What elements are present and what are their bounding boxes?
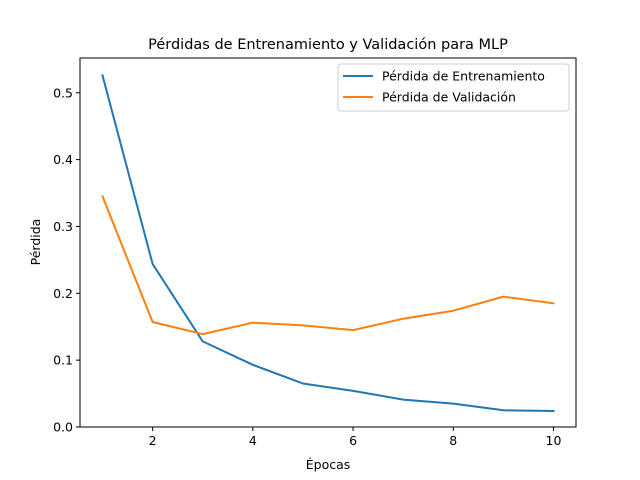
y-tick-label: 0.2 (53, 286, 73, 301)
x-tick-label: 4 (249, 433, 257, 448)
data-point (252, 364, 254, 366)
series-line-1 (101, 195, 555, 336)
data-point (152, 263, 154, 265)
data-point (102, 195, 104, 197)
data-point (502, 296, 504, 298)
data-point (502, 409, 504, 411)
data-point (252, 322, 254, 324)
y-axis-label: Pérdida (28, 219, 43, 266)
data-point (352, 329, 354, 331)
y-tick-label: 0.0 (53, 420, 73, 435)
y-axis: 0.0 0.1 0.2 0.3 0.4 0.5 (53, 85, 80, 435)
x-tick-label: 2 (149, 433, 157, 448)
y-tick-label: 0.4 (53, 152, 73, 167)
data-point (352, 390, 354, 392)
data-point (452, 403, 454, 405)
plot-area (79, 57, 577, 428)
series-line-0 (101, 74, 555, 413)
series-layer (101, 74, 555, 413)
data-point (402, 318, 404, 320)
legend-label-validation: Pérdida de Validación (382, 90, 516, 105)
y-tick-label: 0.3 (53, 219, 73, 234)
legend: Pérdida de Entrenamiento Pérdida de Vali… (337, 63, 570, 112)
data-point (302, 383, 304, 385)
x-tick-label: 10 (546, 433, 562, 448)
x-tick-label: 6 (349, 433, 357, 448)
data-point (152, 321, 154, 323)
x-axis-label: Épocas (306, 457, 351, 472)
x-tick-label: 8 (449, 433, 457, 448)
data-point (202, 333, 204, 335)
legend-label-training: Pérdida de Entrenamiento (382, 69, 545, 84)
data-point (552, 410, 554, 412)
data-point (202, 340, 204, 342)
data-point (552, 302, 554, 304)
data-point (102, 74, 104, 76)
legend-box (337, 63, 570, 112)
y-tick-label: 0.1 (53, 353, 73, 368)
y-tick-label: 0.5 (53, 85, 73, 100)
chart-title: Pérdidas de Entrenamiento y Validación p… (148, 37, 508, 53)
data-point (302, 324, 304, 326)
data-point (452, 310, 454, 312)
x-axis: 2 4 6 8 10 (149, 427, 562, 448)
data-point (402, 399, 404, 401)
